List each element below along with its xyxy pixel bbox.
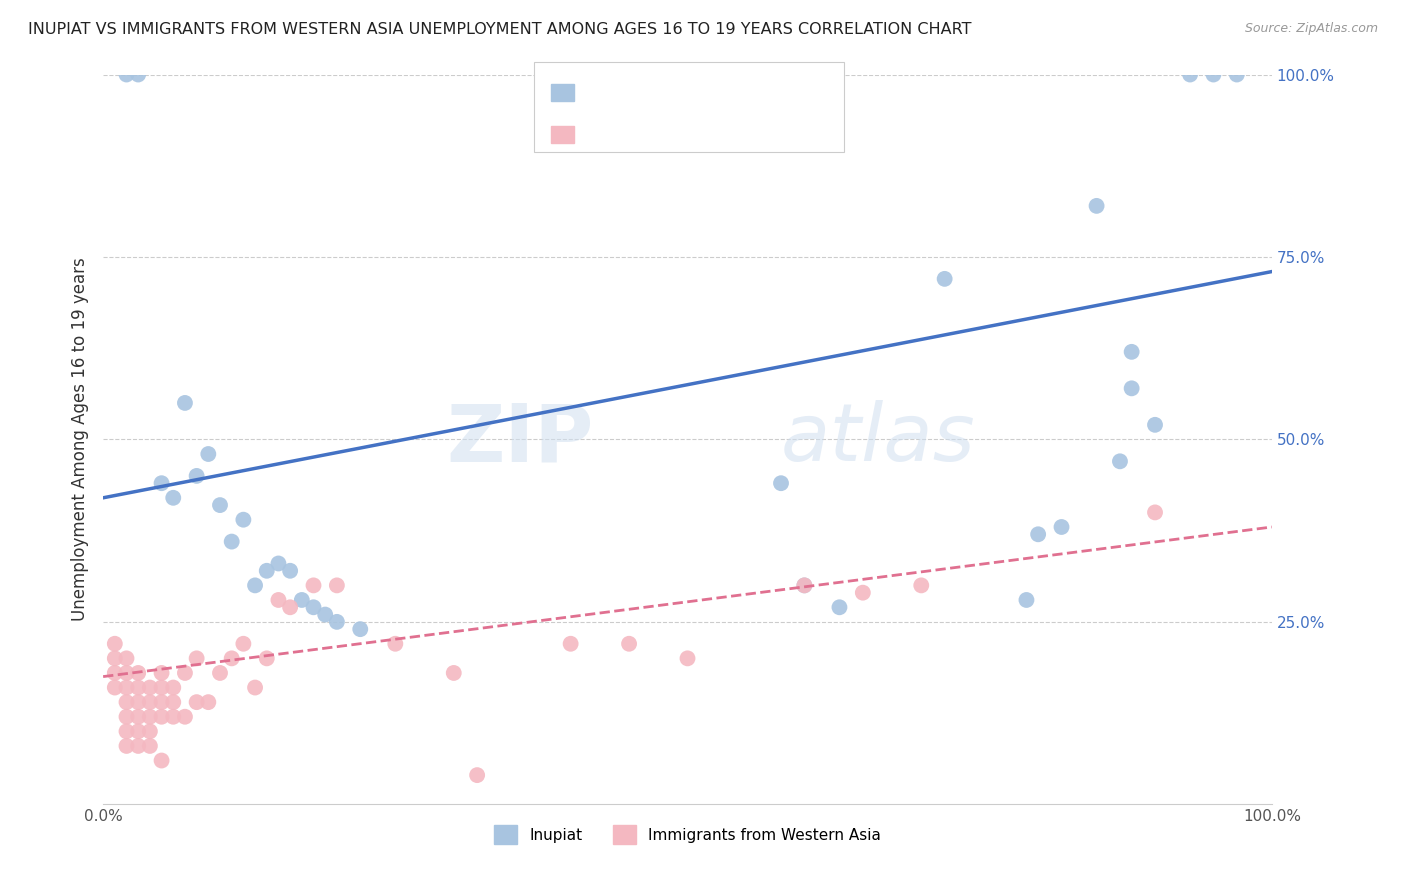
Point xyxy=(278,564,301,578)
Point xyxy=(174,396,197,410)
Point xyxy=(150,681,173,695)
Point xyxy=(1050,520,1073,534)
Point xyxy=(934,272,956,286)
Point xyxy=(127,710,149,724)
Point xyxy=(465,768,488,782)
Point xyxy=(127,724,149,739)
Point xyxy=(115,681,138,695)
Point xyxy=(127,68,149,82)
Point xyxy=(1015,593,1038,607)
Point xyxy=(150,665,173,680)
Point xyxy=(1143,505,1166,519)
Point xyxy=(127,739,149,753)
Point xyxy=(150,695,173,709)
Text: Source: ZipAtlas.com: Source: ZipAtlas.com xyxy=(1244,22,1378,36)
Text: R =  0.141  N = 54: R = 0.141 N = 54 xyxy=(588,126,758,144)
Point xyxy=(326,578,349,592)
Point xyxy=(1226,68,1249,82)
Point xyxy=(162,491,184,505)
Point xyxy=(127,695,149,709)
Point xyxy=(1121,344,1143,359)
Point xyxy=(291,593,314,607)
Point xyxy=(349,622,371,636)
Point xyxy=(174,665,197,680)
Point xyxy=(186,469,208,483)
Point xyxy=(197,447,219,461)
Point xyxy=(127,665,149,680)
Point xyxy=(910,578,932,592)
Point xyxy=(104,637,127,651)
Point xyxy=(139,739,162,753)
Point xyxy=(793,578,815,592)
Point xyxy=(676,651,699,665)
Point xyxy=(793,578,815,592)
Point xyxy=(162,710,184,724)
Point xyxy=(208,665,231,680)
Point xyxy=(1143,417,1166,432)
Point xyxy=(162,695,184,709)
Point xyxy=(104,665,127,680)
Point xyxy=(1026,527,1049,541)
Point xyxy=(104,681,127,695)
Point xyxy=(186,695,208,709)
Point xyxy=(617,637,640,651)
Point xyxy=(150,754,173,768)
Point xyxy=(256,564,278,578)
Point xyxy=(115,710,138,724)
Text: atlas: atlas xyxy=(780,401,976,478)
Point xyxy=(115,739,138,753)
Point xyxy=(769,476,792,491)
Point xyxy=(1178,68,1201,82)
Point xyxy=(150,476,173,491)
Point xyxy=(314,607,336,622)
Point xyxy=(104,651,127,665)
Point xyxy=(443,665,465,680)
Point xyxy=(1109,454,1132,468)
Point xyxy=(174,710,197,724)
Point xyxy=(828,600,851,615)
Point xyxy=(232,513,254,527)
Point xyxy=(139,681,162,695)
Point xyxy=(256,651,278,665)
Y-axis label: Unemployment Among Ages 16 to 19 years: Unemployment Among Ages 16 to 19 years xyxy=(72,258,89,622)
Legend: Inupiat, Immigrants from Western Asia: Inupiat, Immigrants from Western Asia xyxy=(494,825,882,844)
Point xyxy=(197,695,219,709)
Point xyxy=(267,593,290,607)
Point xyxy=(115,695,138,709)
Point xyxy=(1085,199,1108,213)
Point xyxy=(243,578,266,592)
Point xyxy=(115,651,138,665)
Point xyxy=(326,615,349,629)
Text: R = 0.449   N = 33: R = 0.449 N = 33 xyxy=(588,84,758,102)
Point xyxy=(267,557,290,571)
Point xyxy=(1202,68,1225,82)
Point xyxy=(150,710,173,724)
Point xyxy=(243,681,266,695)
Point xyxy=(115,724,138,739)
Point xyxy=(208,498,231,512)
Point xyxy=(560,637,582,651)
Point xyxy=(384,637,406,651)
Point xyxy=(139,724,162,739)
Point xyxy=(139,710,162,724)
Point xyxy=(115,665,138,680)
Point xyxy=(139,695,162,709)
Point xyxy=(221,651,243,665)
Point xyxy=(186,651,208,665)
Text: ZIP: ZIP xyxy=(447,401,593,478)
Point xyxy=(852,585,875,599)
Point xyxy=(278,600,301,615)
Point xyxy=(127,681,149,695)
Point xyxy=(221,534,243,549)
Point xyxy=(115,68,138,82)
Point xyxy=(302,578,325,592)
Point xyxy=(1121,381,1143,395)
Point xyxy=(232,637,254,651)
Point xyxy=(302,600,325,615)
Text: INUPIAT VS IMMIGRANTS FROM WESTERN ASIA UNEMPLOYMENT AMONG AGES 16 TO 19 YEARS C: INUPIAT VS IMMIGRANTS FROM WESTERN ASIA … xyxy=(28,22,972,37)
Point xyxy=(162,681,184,695)
